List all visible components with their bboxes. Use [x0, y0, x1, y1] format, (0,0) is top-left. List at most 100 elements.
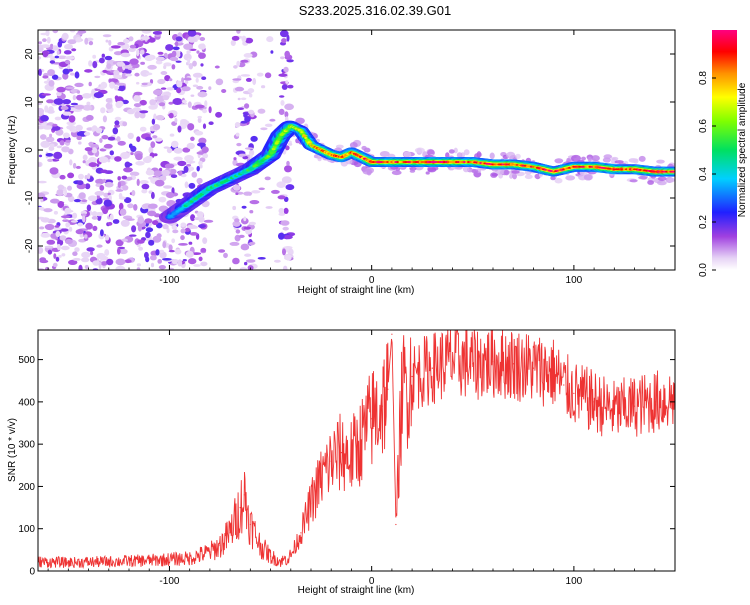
noise-speckle: [159, 249, 164, 254]
noise-speckle: [69, 125, 73, 132]
noise-speckle: [74, 104, 85, 110]
noise-speckle: [182, 99, 187, 104]
noise-speckle: [108, 39, 112, 46]
noise-speckle: [279, 95, 285, 98]
noise-speckle: [38, 122, 42, 126]
ridge-haze: [554, 177, 563, 184]
noise-speckle: [59, 235, 67, 241]
noise-speckle: [244, 103, 250, 109]
noise-speckle: [40, 232, 51, 238]
noise-speckle: [240, 97, 247, 101]
noise-speckle: [84, 183, 91, 190]
spectrogram-y-label: Frequency (Hz): [7, 116, 18, 185]
noise-speckle: [45, 136, 55, 143]
noise-speckle: [44, 105, 49, 113]
noise-speckle: [157, 78, 166, 85]
noise-speckle: [95, 212, 104, 217]
noise-speckle: [114, 85, 119, 91]
noise-speckle: [70, 220, 79, 223]
noise-speckle: [75, 229, 84, 235]
noise-speckle: [281, 84, 288, 90]
noise-speckle: [194, 104, 205, 109]
x-tick-label: 100: [566, 275, 583, 286]
noise-speckle: [109, 150, 115, 156]
noise-speckle: [172, 229, 179, 234]
ridge-haze: [427, 167, 437, 173]
noise-speckle: [159, 167, 163, 172]
snr-point: [330, 460, 332, 462]
noise-speckle: [250, 135, 258, 142]
noise-speckle: [160, 71, 168, 75]
noise-speckle: [76, 94, 84, 101]
spectrogram-x-label: Height of straight line (km): [298, 285, 415, 296]
noise-speckle: [194, 130, 204, 136]
snr-point: [249, 523, 251, 526]
ridge-haze: [379, 151, 390, 157]
y-tick-label: 300: [18, 440, 35, 451]
noise-speckle: [278, 232, 285, 240]
noise-speckle: [202, 237, 208, 245]
noise-speckle: [43, 208, 53, 213]
noise-speckle: [123, 65, 133, 68]
noise-speckle: [198, 224, 206, 229]
noise-speckle: [163, 65, 167, 70]
noise-speckle: [92, 225, 98, 231]
noise-speckle: [188, 182, 196, 189]
noise-speckle: [64, 56, 75, 60]
noise-speckle: [170, 168, 177, 175]
noise-speckle: [84, 147, 93, 152]
ridge-haze: [571, 154, 581, 162]
noise-speckle: [42, 50, 49, 58]
noise-speckle: [144, 136, 153, 141]
noise-speckle: [60, 105, 69, 111]
noise-speckle: [40, 44, 51, 48]
noise-speckle: [270, 50, 274, 54]
ridge-blob: [302, 134, 306, 137]
noise-speckle: [155, 60, 163, 65]
noise-speckle: [196, 177, 203, 184]
x-tick-label: -100: [159, 275, 179, 286]
noise-speckle: [196, 211, 204, 218]
noise-speckle: [93, 92, 104, 99]
noise-speckle: [234, 218, 240, 223]
noise-speckle: [133, 91, 143, 96]
snr-x-label: Height of straight line (km): [298, 585, 415, 596]
noise-speckle: [230, 39, 236, 47]
noise-speckle: [244, 253, 252, 257]
ridge-haze: [362, 168, 373, 175]
noise-speckle: [102, 178, 107, 183]
noise-speckle: [76, 131, 87, 137]
noise-speckle: [110, 45, 121, 49]
snr-point: [573, 392, 575, 394]
noise-speckle: [191, 171, 198, 178]
snr-point: [654, 401, 656, 403]
noise-speckle: [158, 102, 166, 107]
noise-speckle: [153, 89, 163, 96]
noise-speckle: [84, 234, 88, 239]
noise-speckle: [40, 197, 44, 203]
noise-speckle: [237, 97, 241, 101]
noise-speckle: [168, 101, 174, 105]
noise-speckle: [285, 184, 295, 191]
noise-speckle: [271, 189, 280, 194]
noise-speckle: [104, 181, 114, 188]
ridge-haze: [633, 158, 639, 164]
noise-speckle: [280, 30, 289, 38]
ridge-blob: [275, 140, 280, 143]
noise-speckle: [64, 207, 72, 215]
noise-speckle: [64, 238, 73, 245]
noise-speckle: [245, 77, 252, 82]
noise-speckle: [152, 31, 162, 35]
noise-speckle: [163, 185, 173, 189]
noise-speckle: [174, 249, 182, 255]
noise-speckle: [127, 67, 136, 71]
noise-speckle: [176, 52, 181, 58]
noise-speckle: [86, 204, 92, 212]
noise-speckle: [107, 221, 113, 226]
noise-speckle: [284, 103, 294, 111]
noise-speckle: [71, 48, 77, 52]
noise-speckle: [48, 80, 55, 87]
noise-speckle: [104, 249, 110, 256]
noise-speckle: [233, 184, 241, 191]
